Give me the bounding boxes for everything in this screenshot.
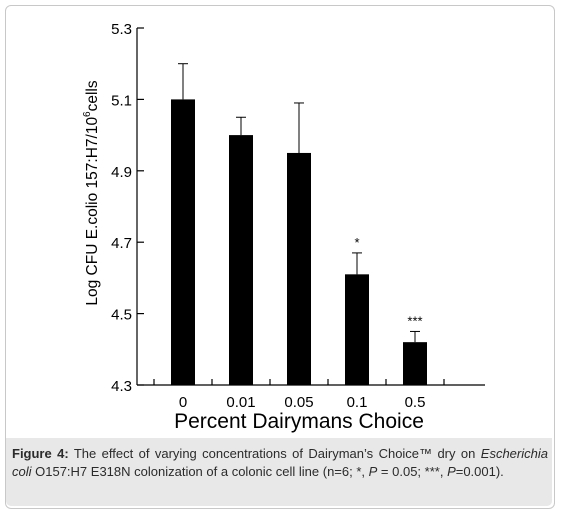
y-ticks: 4.3 4.5 4.7 4.9 5.1 5.3 <box>111 21 144 395</box>
bars: **** <box>171 63 427 386</box>
caption-background <box>6 438 552 506</box>
y-tick-label: 5.1 <box>111 92 132 109</box>
x-tick-label: 0.5 <box>405 394 426 411</box>
caption-organism: Escherichia coli <box>12 446 548 479</box>
significance-marker: * <box>354 235 359 250</box>
y-tick-label: 5.3 <box>111 21 132 38</box>
x-tick-label: 0 <box>179 394 187 411</box>
x-tick-label: 0.05 <box>284 394 313 411</box>
caption-p-symbol-2: P <box>447 464 456 479</box>
caption-text-2: O157:H7 E318N colonization of a colonic … <box>31 464 369 479</box>
bar <box>287 152 311 385</box>
y-axis-title-suffix: cells <box>84 80 101 111</box>
y-tick-label: 4.5 <box>111 307 132 324</box>
x-tick-label: 0.1 <box>347 394 368 411</box>
y-tick-label: 4.3 <box>111 378 132 395</box>
x-tick-label: 0.01 <box>226 394 255 411</box>
bar <box>229 135 253 385</box>
bar <box>345 274 369 385</box>
bar <box>171 99 195 386</box>
caption-p-symbol-1: P <box>368 464 378 479</box>
x-axis-title: Percent Dairymans Choice <box>174 410 424 433</box>
x-ticks: 0 0.01 0.05 0.1 0.5 <box>153 379 445 411</box>
figure-caption: Figure 4: The effect of varying concentr… <box>12 445 548 481</box>
caption-label: Figure 4: <box>12 446 69 461</box>
y-axis-title: Log CFU E.colio 157:H7/106cells <box>82 80 101 306</box>
figure-frame <box>5 5 555 509</box>
y-axis-title-superscript: 6 <box>82 111 93 117</box>
y-axis-title-main: Log CFU E.colio 157:H7/10 <box>84 117 101 306</box>
bar-chart: **** 4.34.54.74.95.15.3 0 0.01 0.05 0.1 0.5 … <box>82 21 485 433</box>
significance-marker: *** <box>407 313 422 328</box>
bar <box>403 342 427 385</box>
caption-text-4: =0.001). <box>455 464 504 479</box>
caption-text-1: The effect of varying concentrations of … <box>68 446 481 461</box>
y-tick-label: 4.9 <box>111 164 132 181</box>
caption-text-3: = 0.05; ***, <box>377 464 448 479</box>
y-tick-label: 4.7 <box>111 235 132 252</box>
